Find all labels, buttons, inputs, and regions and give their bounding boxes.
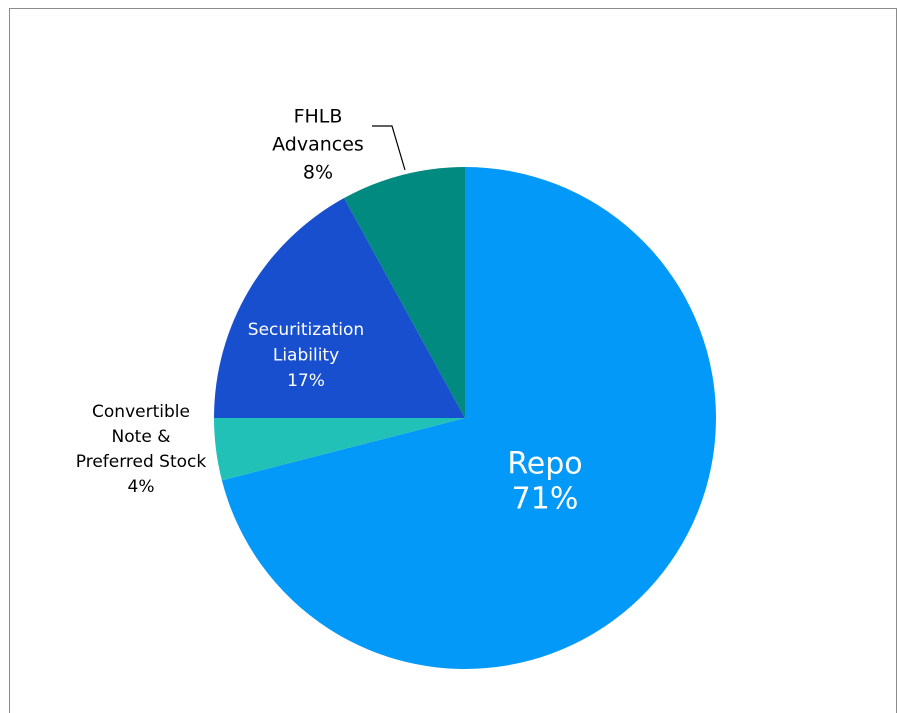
slice-value-label: 8% bbox=[303, 162, 333, 184]
slice-value-label: 17% bbox=[287, 371, 325, 391]
slice-label: Advances bbox=[272, 134, 364, 156]
slice-label: FHLB bbox=[294, 106, 343, 128]
slice-label: Securitization bbox=[248, 320, 364, 340]
pie-slice bbox=[214, 198, 465, 418]
leader-line bbox=[372, 125, 406, 171]
pie-slice bbox=[214, 418, 465, 481]
slice-value-label: 4% bbox=[128, 477, 155, 497]
slice-label: Preferred Stock bbox=[76, 452, 207, 472]
slice-label: Convertible bbox=[92, 402, 190, 422]
slice-label: Note & bbox=[112, 427, 171, 447]
pie-slice bbox=[344, 167, 465, 418]
pie-slice bbox=[221, 167, 716, 669]
slice-label: Repo bbox=[507, 447, 582, 482]
slice-label: Liability bbox=[273, 346, 339, 366]
slice-value-label: 71% bbox=[512, 482, 579, 517]
